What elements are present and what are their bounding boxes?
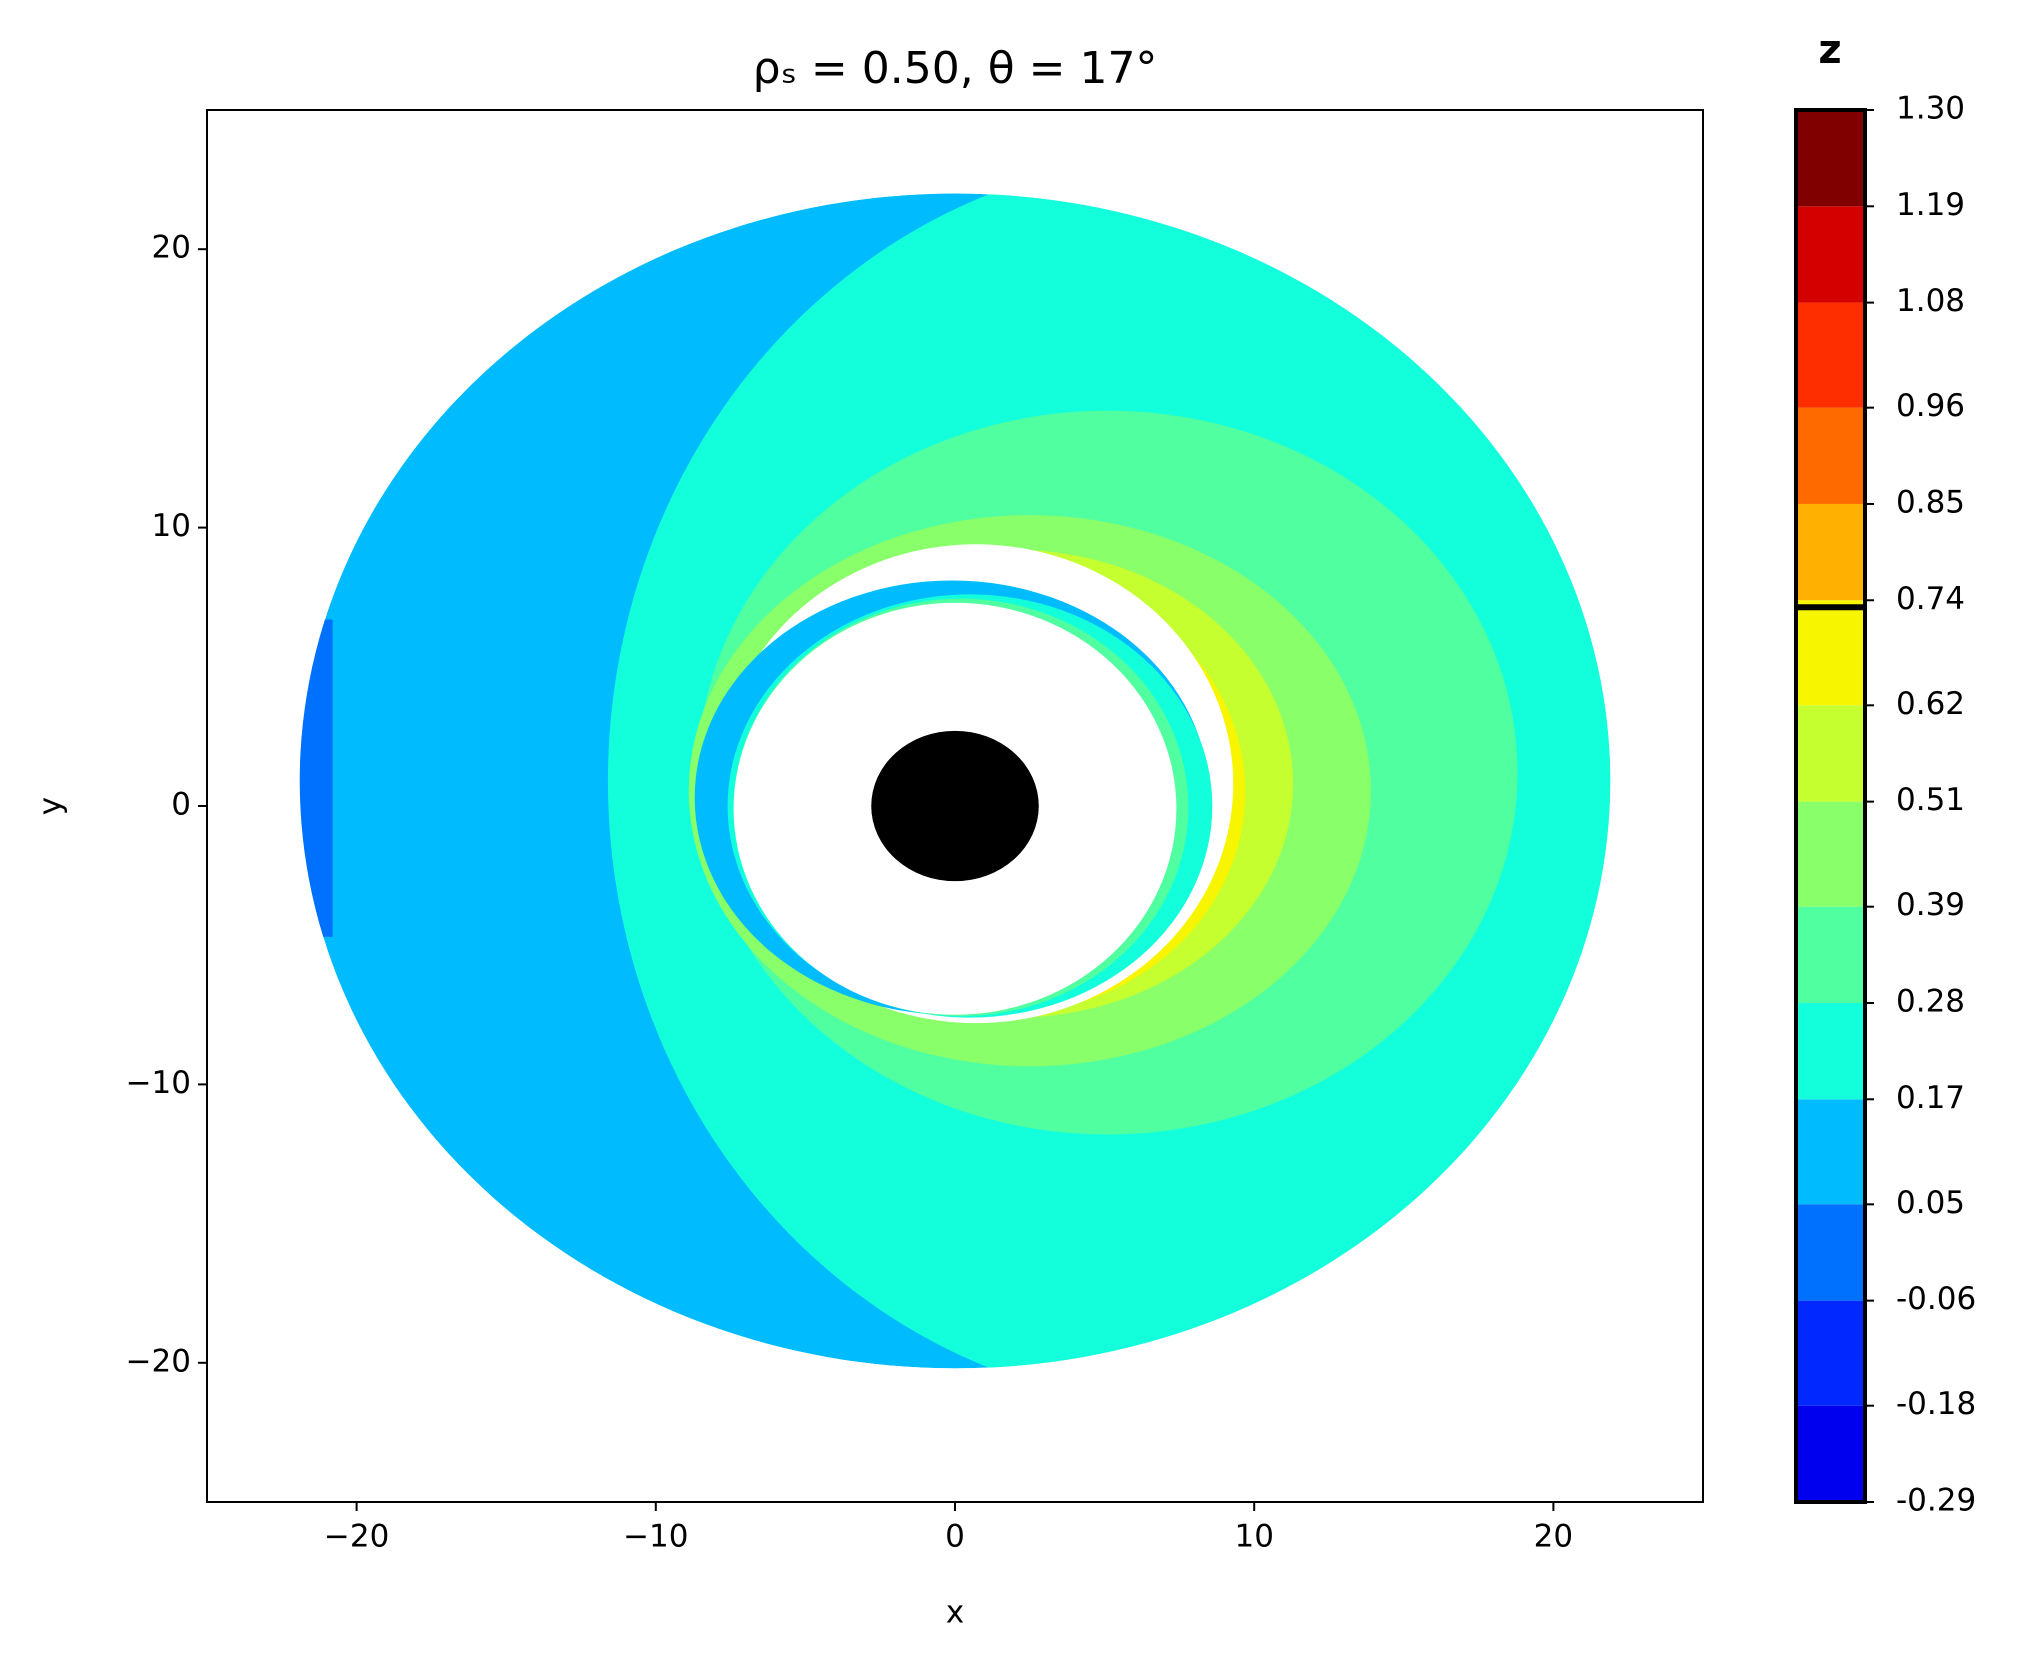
- x-axis-label: x: [946, 1595, 964, 1631]
- colorbar-tick-label: 0.39: [1896, 887, 1965, 923]
- y-tick-label: −20: [126, 1343, 191, 1379]
- colorbar-bin: [1796, 302, 1865, 408]
- colorbar-bin: [1796, 801, 1865, 907]
- x-tick-label: 0: [945, 1519, 965, 1555]
- colorbar-tick-label: 0.05: [1896, 1185, 1965, 1221]
- y-tick-label: 10: [152, 508, 191, 544]
- colorbar-bin: [1796, 503, 1865, 601]
- colorbar-tick-label: 0.85: [1896, 484, 1965, 520]
- disk-edge-region: [299, 619, 333, 937]
- disk: [299, 193, 1611, 1369]
- colorbar-bin: [1796, 1300, 1865, 1406]
- colorbar-tick-label: 0.28: [1896, 983, 1965, 1019]
- colorbar-bin: [1796, 110, 1865, 207]
- colorbar-tick-label: -0.29: [1896, 1483, 1976, 1519]
- colorbar-tick-label: 0.51: [1896, 782, 1965, 818]
- colorbar-bin: [1796, 600, 1865, 706]
- x-tick-label: −20: [324, 1519, 389, 1555]
- y-tick-label: 20: [152, 230, 191, 266]
- shadow: [871, 730, 1039, 882]
- chart-title: ρₛ = 0.50, θ = 17°: [753, 43, 1158, 94]
- y-axis-label: y: [33, 797, 69, 815]
- x-tick-label: 10: [1234, 1519, 1273, 1555]
- colorbar-tick-label: -0.18: [1896, 1386, 1976, 1422]
- colorbar-tick-label: 1.08: [1896, 283, 1965, 319]
- colorbar-tick-label: 0.74: [1896, 581, 1965, 617]
- colorbar-bin: [1796, 1204, 1865, 1301]
- colorbar-bin: [1796, 1002, 1865, 1100]
- colorbar-tick-label: -0.06: [1896, 1281, 1976, 1317]
- colorbar-bin: [1796, 705, 1865, 802]
- colorbar-label: z: [1818, 27, 1841, 73]
- y-tick-label: 0: [171, 787, 191, 823]
- colorbar-frame: [1794, 108, 1867, 1504]
- colorbar-tick-label: 1.30: [1896, 91, 1965, 127]
- colorbar-tick-label: 1.19: [1896, 187, 1965, 223]
- colorbar-bin: [1796, 206, 1865, 303]
- colorbar-bin: [1796, 1405, 1865, 1502]
- colorbar-tick-label: 0.17: [1896, 1080, 1965, 1116]
- colorbar-tick-label: 0.62: [1896, 686, 1965, 722]
- colorbar-bin: [1796, 407, 1865, 504]
- colorbar-bin: [1796, 1099, 1865, 1205]
- colorbar-bin: [1796, 906, 1865, 1003]
- y-tick-label: −10: [126, 1065, 191, 1101]
- x-tick-label: −10: [623, 1519, 688, 1555]
- colorbar-tick-label: 0.96: [1896, 388, 1965, 424]
- x-tick-label: 20: [1534, 1519, 1573, 1555]
